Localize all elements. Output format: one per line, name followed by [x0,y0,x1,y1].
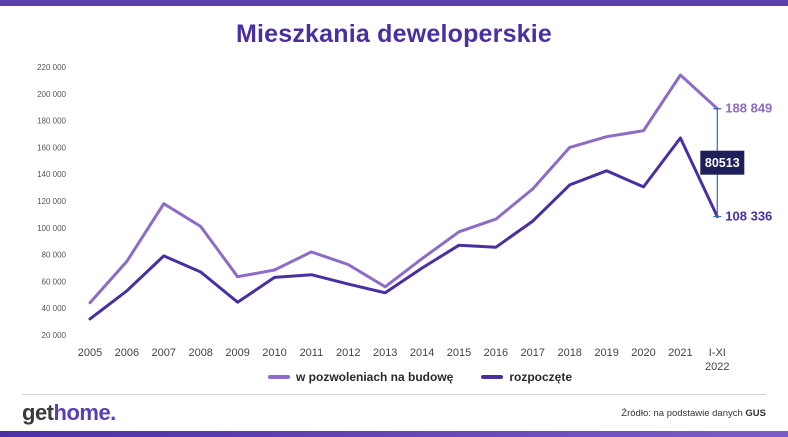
x-tick-label: 2013 [373,347,397,359]
x-tick-label-line: 2006 [115,347,139,359]
legend-item-started: rozpoczęte [481,370,572,384]
footer-divider [22,394,766,395]
x-tick-label: 2012 [336,347,360,359]
source-name: GUS [745,408,766,419]
y-tick-label: 200 000 [37,90,66,99]
top-frame-bar [0,0,788,6]
y-tick-label: 20 000 [42,331,67,340]
bottom-frame-bar [0,431,788,437]
x-tick-label: 2014 [410,347,434,359]
x-tick-label: 2010 [262,347,286,359]
series-line-permits [88,73,719,305]
x-axis-ticks: 2005 2006 2007 2008 2009 2010 2011 2012 2013 2014… [78,347,730,373]
x-tick-label-line: 2018 [557,347,581,359]
x-tick-label: 2019 [594,347,618,359]
y-tick-label: 100 000 [37,224,66,233]
x-tick-label-line: 2011 [300,347,324,359]
legend: w pozwoleniach na budowę rozpoczęte [268,370,572,384]
source-note: Źródło: na podstawie danych GUS [621,408,766,419]
x-tick-label-line: 2022 [705,361,729,373]
chart-title: Mieszkania deweloperskie [235,20,553,48]
source-prefix: Źródło: na podstawie danych [621,408,746,419]
y-tick-label: 180 000 [37,117,66,126]
y-axis-ticks: 20 000 40 000 60 000 80 000 100 000 120 000 14… [37,63,66,340]
end-label-permits: 188 849 [725,101,772,116]
x-tick-label: 2017 [521,347,545,359]
x-tick-label-line: 2013 [373,347,397,359]
x-tick-label-line: 2007 [152,347,176,359]
y-tick-label: 160 000 [37,143,66,152]
y-tick-label: 220 000 [37,63,66,72]
x-tick-label: 2018 [557,347,581,359]
x-tick-label-line: 2010 [262,347,286,359]
x-tick-label: 2006 [115,347,139,359]
x-tick-label: 2015 [447,347,471,359]
x-tick-label-line: I-XI [709,347,726,359]
x-tick-label: I-XI 2022 [705,347,729,373]
y-tick-label: 120 000 [37,197,66,206]
x-tick-label: 2009 [225,347,249,359]
x-tick-label-line: 2019 [594,347,618,359]
difference-badge [700,150,745,175]
y-tick-label: 80 000 [42,251,67,260]
x-tick-label-line: 2014 [410,347,434,359]
x-tick-label-line: 2008 [188,347,212,359]
x-tick-label-line: 2020 [631,347,655,359]
legend-label-permits: w pozwoleniach na budowę [296,370,454,384]
x-tick-label: 2008 [188,347,212,359]
x-tick-label-line: 2005 [78,347,102,359]
series-line-started [88,136,719,321]
legend-swatch-started [481,375,504,379]
y-tick-label: 140 000 [37,170,66,179]
legend-item-permits: w pozwoleniach na budowę [268,370,453,384]
x-tick-label-line: 2016 [484,347,508,359]
x-tick-label-line: 2012 [336,347,360,359]
x-tick-label: 2007 [152,347,176,359]
x-tick-label-line: 2021 [668,347,692,359]
difference-value: 80513 [705,156,740,170]
y-tick-label: 40 000 [42,304,67,313]
y-tick-label: 60 000 [42,277,67,286]
x-tick-label: 2020 [631,347,655,359]
x-tick-label-line: 2009 [225,347,249,359]
legend-swatch-permits [268,375,290,379]
x-tick-label: 2005 [78,347,102,359]
end-label-started: 108 336 [725,209,772,224]
legend-label-started: rozpoczęte [509,370,573,384]
logo-text-get: get [22,400,54,425]
difference-annotation: 188 849 108 336 80513 [700,101,772,224]
x-tick-label: 2021 [668,347,692,359]
gethome-logo: gethome. [22,400,116,426]
x-tick-label: 2011 [300,347,324,359]
x-tick-label-line: 2017 [521,347,545,359]
logo-text-home: home. [53,400,117,425]
series-lines [88,73,719,321]
x-tick-label: 2016 [484,347,508,359]
x-tick-label-line: 2015 [447,347,471,359]
